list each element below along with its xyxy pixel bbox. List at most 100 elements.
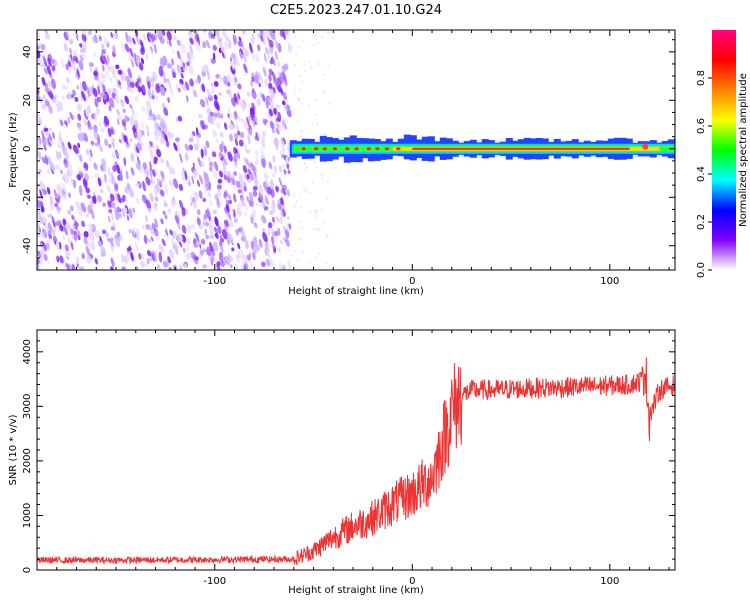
noise-speckle [209,111,214,117]
noise-speckle [179,264,183,270]
noise-speckle [160,170,165,179]
noise-speckle [297,99,300,102]
noise-speckle [61,95,65,100]
noise-speckle [204,185,208,194]
noise-speckle [110,31,114,39]
noise-speckle [278,217,283,225]
noise-speckle [43,253,48,262]
noise-speckle [253,175,259,187]
noise-speckle [136,156,141,166]
noise-speckle [299,75,302,78]
noise-speckle [79,131,85,139]
noise-speckle [41,156,47,164]
snr-frame [36,329,676,571]
noise-speckle [306,188,309,191]
noise-speckle [51,65,56,72]
noise-speckle [254,74,260,84]
noise-speckle [100,43,105,48]
noise-speckle [137,135,141,143]
noise-speckle [186,224,192,233]
noise-speckle [233,218,239,223]
noise-speckle [242,165,248,174]
noise-speckle [109,76,113,84]
noise-speckle [110,257,115,268]
noise-speckle [266,248,270,259]
noise-speckle [107,65,111,72]
noise-speckle [219,234,223,240]
noise-speckle [87,30,93,36]
noise-speckle [243,119,249,131]
noise-speckle [217,178,223,184]
noise-speckle [147,131,150,137]
noise-speckle [173,178,179,189]
noise-speckle [149,140,153,148]
noise-speckle [214,161,219,172]
noise-speckle [101,162,107,172]
noise-speckle [169,229,173,235]
noise-speckle [251,102,256,111]
noise-speckle [126,214,130,221]
noise-speckle [172,48,175,54]
noise-speckle [154,185,158,196]
noise-speckle [84,172,90,181]
noise-speckle [325,262,328,265]
noise-speckle [251,76,255,83]
noise-speckle [246,91,251,97]
noise-speckle [287,154,291,161]
noise-speckle [67,163,73,171]
noise-speckle [130,81,135,88]
noise-speckle [129,188,134,198]
noise-speckle [200,148,204,159]
noise-speckle [262,136,266,145]
noise-speckle [155,95,159,102]
spectrogram-marks [37,30,675,270]
noise-speckle [248,199,254,207]
noise-speckle [262,181,267,191]
noise-speckle [212,129,217,138]
noise-speckle [140,57,145,64]
noise-speckle [186,245,189,251]
noise-speckle [223,220,228,227]
noise-speckle [225,219,230,228]
noise-speckle [142,224,145,230]
noise-speckle [45,242,50,250]
noise-speckle [223,151,226,157]
noise-speckle [91,140,94,147]
noise-speckle [123,255,127,263]
noise-speckle [237,130,241,136]
noise-speckle [286,104,291,111]
noise-speckle [261,93,266,102]
noise-speckle [49,201,54,211]
noise-speckle [131,107,135,116]
noise-speckle [116,118,120,126]
noise-speckle [266,30,271,37]
noise-speckle [286,216,290,221]
noise-speckle [297,97,299,100]
noise-speckle [136,227,140,238]
noise-speckle [213,241,219,252]
noise-speckle [37,57,43,68]
signal-peak [366,147,371,151]
noise-speckle [143,262,148,268]
noise-speckle [159,36,165,44]
noise-speckle [147,31,153,40]
noise-speckle [274,236,278,243]
noise-speckle [132,37,136,45]
noise-speckle [76,67,80,78]
noise-speckle [299,98,301,101]
noise-speckle [85,187,90,194]
noise-speckle [204,228,208,235]
noise-speckle [206,88,210,95]
noise-speckle [235,56,240,67]
noise-speckle [255,149,259,161]
noise-speckle [72,223,76,231]
noise-speckle [92,87,98,98]
noise-speckle [316,209,319,212]
noise-speckle [71,214,75,221]
noise-speckle [37,45,40,51]
noise-speckle [47,168,50,175]
noise-speckle [252,185,258,191]
noise-speckle [219,143,224,153]
spectrogram-panel: -100 0 100 -40 -20 0 20 40 Height of straight l… [8,29,676,297]
noise-speckle [215,73,220,79]
